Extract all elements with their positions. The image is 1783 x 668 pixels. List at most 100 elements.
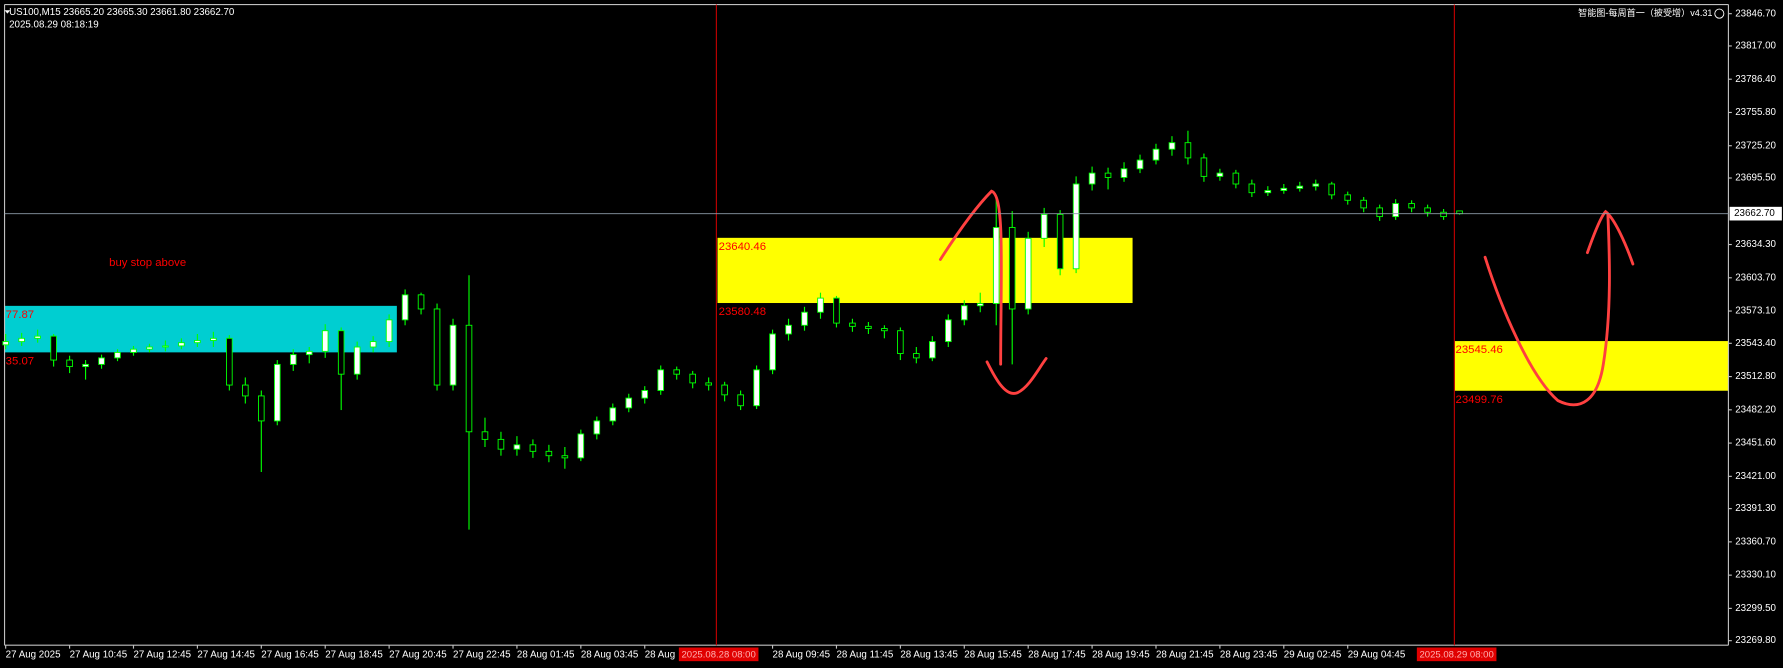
candle-body — [1280, 187, 1288, 191]
candle-body — [1152, 148, 1160, 161]
hand-drawn-arrow — [938, 189, 1048, 395]
candle-body — [98, 357, 105, 365]
candle-body — [401, 294, 409, 321]
x-tick-label: 28 Aug 21:45 — [1156, 649, 1214, 660]
candle-body — [162, 345, 169, 348]
x-tick-label: 27 Aug 20:45 — [389, 649, 447, 660]
candle-body — [865, 325, 872, 329]
session-label: 2025.08.28 08:00 — [682, 649, 756, 660]
candle-body — [146, 346, 153, 350]
candle-body — [641, 390, 649, 399]
close-icon[interactable] — [1714, 8, 1725, 19]
candle-body — [737, 394, 744, 407]
zone — [4, 305, 397, 353]
zone-top-label: 77.87 — [6, 309, 34, 321]
candles — [2, 130, 1463, 530]
candle-body — [1312, 183, 1320, 187]
candle-body — [529, 444, 537, 452]
x-tick-label: 27 Aug 2025 — [6, 649, 61, 660]
candle-body — [1424, 207, 1431, 213]
candle-body — [929, 341, 936, 359]
zone — [1454, 341, 1729, 391]
candle-body — [593, 420, 601, 435]
candle-body — [992, 227, 1000, 304]
hand-drawn-arrow — [1483, 209, 1635, 407]
candle-body — [1344, 194, 1352, 201]
candle-body — [1296, 185, 1304, 189]
candle-body — [130, 348, 137, 353]
y-tick-label: 23299.50 — [1735, 603, 1776, 614]
zone-top-label: 23545.46 — [1456, 344, 1503, 356]
zones: 77.87 35.07 23640.46 23580.48 23545.46 23499.… — [4, 237, 1729, 406]
candle-body — [353, 346, 361, 375]
candle-body — [976, 303, 984, 307]
x-tick-label: 27 Aug 16:45 — [261, 649, 319, 660]
candle-body — [833, 297, 840, 324]
candle-body — [945, 319, 952, 343]
y-tick-label: 23725.20 — [1735, 140, 1776, 151]
x-tick-label: 27 Aug 12:45 — [133, 649, 191, 660]
candle-body — [609, 407, 617, 422]
candle-body — [321, 330, 329, 352]
candle-body — [1168, 142, 1176, 150]
candle-body — [849, 322, 856, 327]
candle-body — [577, 433, 585, 459]
timestamp: 2025.08.29 08:18:19 — [9, 20, 99, 31]
candle-body — [210, 337, 217, 341]
candle-body — [1104, 172, 1112, 178]
indicator-name: 智能图-每周首一（披受增）v4.31 — [1578, 7, 1712, 18]
candle-body — [881, 328, 888, 332]
y-tick-label: 23573.10 — [1735, 306, 1776, 317]
header: US100,M15 23665.20 23665.30 23661.80 236… — [9, 7, 235, 18]
candle-body — [1088, 172, 1096, 185]
candle-body — [897, 330, 904, 354]
y-tick-label: 23695.50 — [1735, 173, 1776, 184]
candle-body — [1072, 183, 1080, 270]
x-tick-label: 28 Aug — [645, 649, 675, 660]
candle-body — [497, 438, 505, 450]
candle-body — [1232, 172, 1240, 185]
x-tick-label: 28 Aug 01:45 — [517, 649, 575, 660]
x-tick-label: 28 Aug 09:45 — [773, 649, 831, 660]
y-tick-label: 23391.30 — [1735, 503, 1776, 514]
y-tick-label: 23269.80 — [1735, 635, 1776, 646]
y-tick-label: 23755.80 — [1735, 107, 1776, 118]
candle-body — [34, 335, 41, 339]
candle-body — [1328, 183, 1336, 196]
candle-body — [1360, 199, 1367, 209]
candle-body — [226, 337, 233, 386]
x-tick-label: 28 Aug 19:45 — [1092, 649, 1150, 660]
x-tick-label: 29 Aug 02:45 — [1284, 649, 1342, 660]
x-tick-label: 28 Aug 17:45 — [1028, 649, 1086, 660]
candle-body — [1040, 213, 1048, 239]
x-tick-label: 29 Aug 04:45 — [1348, 649, 1406, 660]
candle-body — [1392, 203, 1399, 218]
candle-body — [481, 431, 489, 440]
candle-body — [1184, 142, 1192, 159]
candle-body — [449, 324, 457, 386]
candle-body — [705, 382, 712, 386]
candle-body — [18, 337, 25, 343]
candle-body — [1008, 227, 1016, 310]
x-tick-label: 28 Aug 03:45 — [581, 649, 639, 660]
x-tick-label: 28 Aug 23:45 — [1220, 649, 1278, 660]
zone-top-label: 23640.46 — [719, 241, 766, 253]
x-tick-label: 28 Aug 13:45 — [900, 649, 958, 660]
candle-body — [178, 342, 185, 347]
zone-bottom-label: 35.07 — [6, 355, 34, 367]
annotation: buy stop above — [109, 257, 186, 269]
candle-body — [289, 354, 297, 365]
candle-body — [753, 369, 760, 407]
candle-body — [561, 455, 569, 459]
y-tick-label: 23846.70 — [1735, 8, 1776, 19]
candle-body — [801, 311, 808, 326]
candle-body — [258, 395, 265, 422]
x-tick-label: 27 Aug 18:45 — [325, 649, 383, 660]
overlay — [938, 189, 1635, 407]
candle-body — [1248, 183, 1256, 194]
candle-body — [305, 350, 313, 356]
candle-body — [817, 297, 824, 313]
candle-body — [337, 330, 345, 375]
y-tick-label: 23603.70 — [1735, 272, 1776, 283]
candle-body — [545, 450, 553, 457]
